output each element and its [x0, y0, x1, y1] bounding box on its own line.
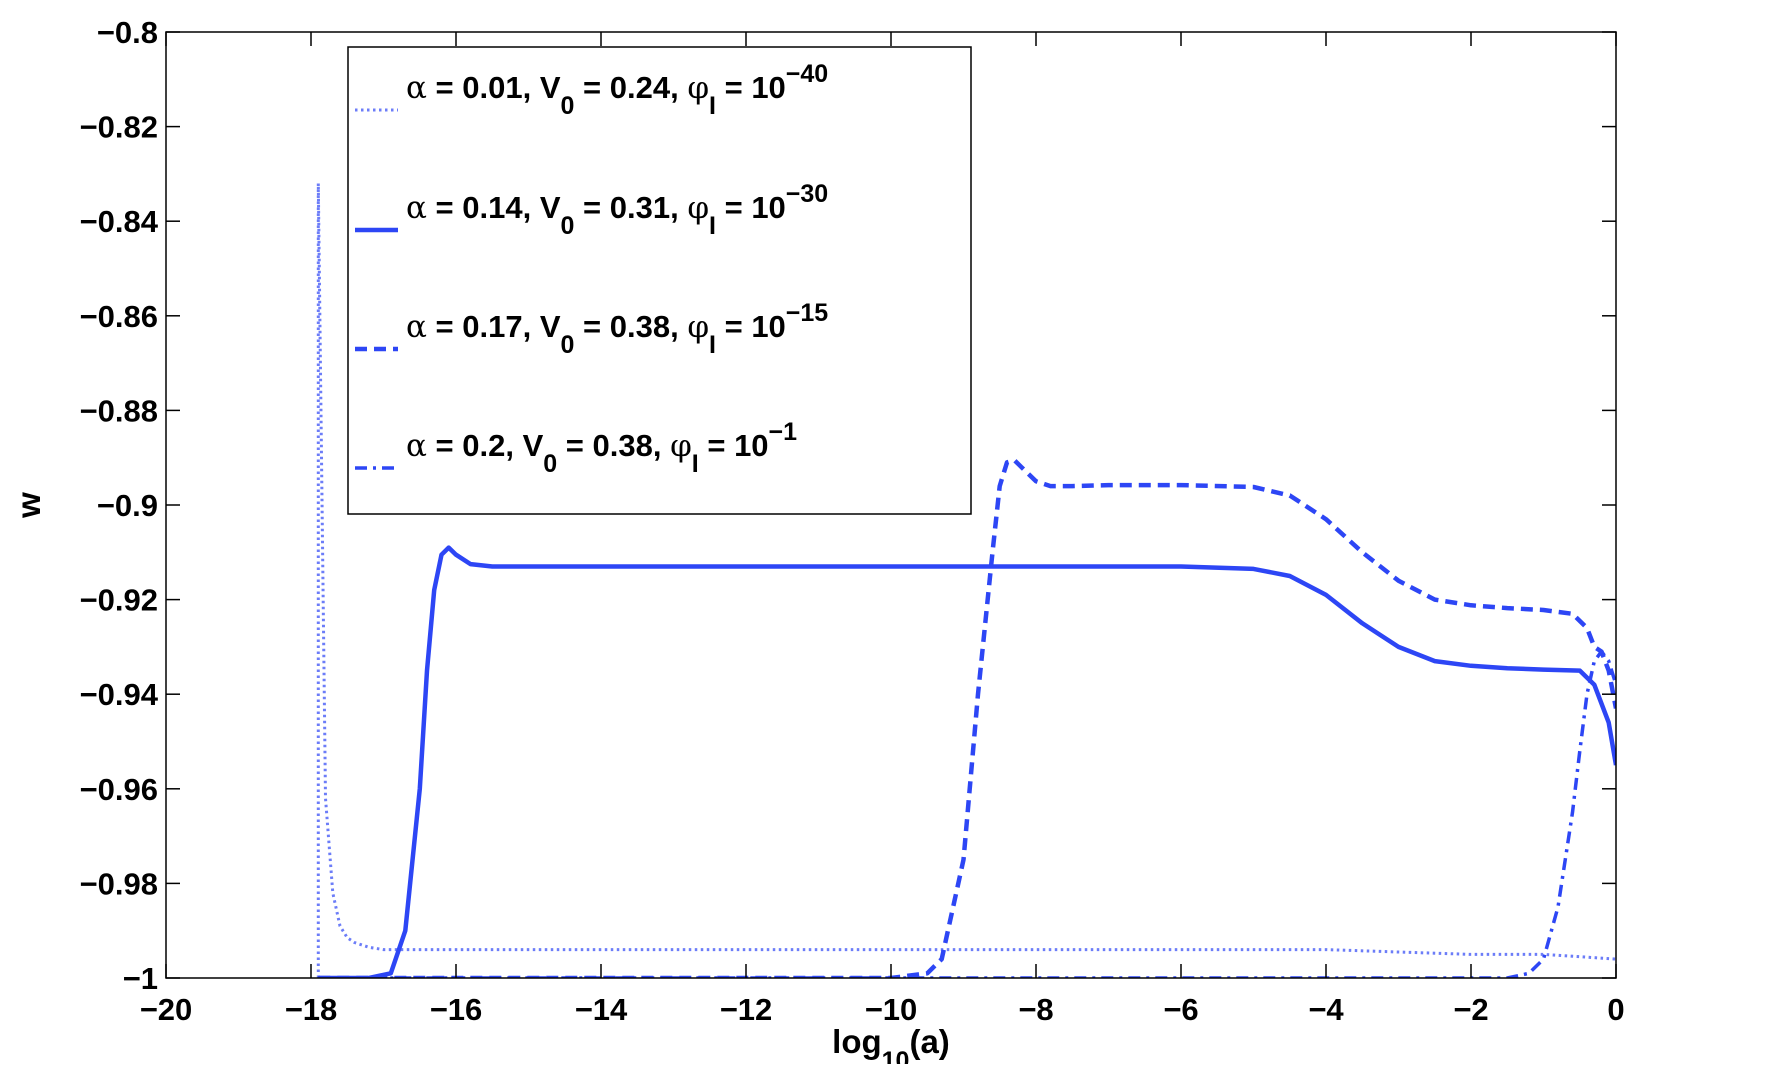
y-tick-label: −0.98	[80, 866, 158, 901]
series-line-1	[316, 181, 1616, 978]
label-layer: −20 −18 −16 −14 −12 −10 −8 −6 −4 −2 0−1−0.98−0.96−…	[80, 15, 1625, 1027]
legend: α = 0.01, V0 = 0.24, φI = 10−40 α = 0.14,…	[347, 46, 972, 515]
legend-entry-2: α = 0.14, V0 = 0.31, φI = 10−30	[355, 180, 828, 240]
y-tick-label: −0.9	[97, 488, 158, 523]
legend-label: α = 0.2, V0 = 0.38, φI = 10−1	[406, 418, 797, 478]
x-tick-label: −12	[720, 992, 773, 1027]
legend-box	[347, 46, 972, 515]
legend-entry-1: α = 0.01, V0 = 0.24, φI = 10−40	[355, 60, 828, 120]
legend-entry-4: α = 0.2, V0 = 0.38, φI = 10−1	[355, 418, 797, 478]
series-line-3	[318, 457, 1616, 978]
x-tick-label: −8	[1018, 992, 1053, 1027]
y-axis-label: w	[10, 492, 47, 519]
y-tick-label: −0.92	[80, 583, 158, 618]
x-tick-label: −6	[1163, 992, 1198, 1027]
y-tick-label: −0.94	[80, 677, 159, 712]
x-axis-label-subscript: 10	[882, 1047, 910, 1064]
y-tick-label: −0.8	[97, 15, 158, 50]
legend-label: α = 0.01, V0 = 0.24, φI = 10−40	[406, 60, 828, 120]
x-tick-label: −14	[575, 992, 628, 1027]
legend-label: α = 0.17, V0 = 0.38, φI = 10−15	[406, 299, 828, 359]
series-line-4	[318, 649, 1616, 978]
x-tick-label: −16	[430, 992, 483, 1027]
y-tick-label: −0.88	[80, 393, 158, 428]
series-layer	[316, 181, 1616, 978]
y-tick-label: −0.82	[80, 110, 158, 145]
y-tick-label: −1	[123, 961, 158, 996]
y-tick-label: −0.86	[80, 299, 158, 334]
y-tick-label: −0.84	[80, 204, 159, 239]
x-tick-label: −2	[1453, 992, 1488, 1027]
x-tick-label: −4	[1308, 992, 1344, 1027]
x-axis-label-base: log	[832, 1023, 881, 1060]
x-tick-label: −18	[285, 992, 338, 1027]
y-tick-label: −0.96	[80, 772, 158, 807]
tick-layer	[165, 31, 1617, 979]
legend-entry-3: α = 0.17, V0 = 0.38, φI = 10−15	[355, 299, 828, 359]
x-axis-label-rest: (a)	[909, 1023, 949, 1060]
x-tick-label: −10	[865, 992, 918, 1027]
x-axis-label: log10(a)	[832, 1023, 950, 1064]
series-line-2	[318, 545, 1616, 978]
x-tick-label: 0	[1607, 992, 1624, 1027]
legend-label: α = 0.14, V0 = 0.31, φI = 10−30	[406, 180, 828, 240]
x-tick-label: −20	[140, 992, 193, 1027]
